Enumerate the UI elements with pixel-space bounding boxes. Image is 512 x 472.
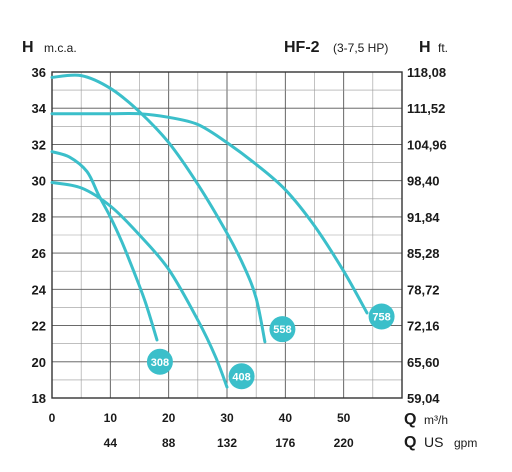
x-tick-label: 20: [162, 411, 176, 425]
y-tick-label: 24: [32, 282, 47, 297]
badge-label: 408: [232, 371, 250, 383]
x2-tick-label: 88: [162, 436, 176, 450]
q2-axis-symbol: Q: [404, 434, 416, 451]
badge-label: 758: [372, 312, 390, 324]
badge-circle: [228, 363, 255, 390]
badge-758: 758: [368, 303, 395, 330]
x-tick-label: 50: [337, 411, 351, 425]
series-lines: [50, 73, 369, 389]
y2-tick-label: 85,28: [407, 246, 440, 261]
right-axis-unit: ft.: [438, 41, 448, 55]
y-tick-label: 26: [32, 246, 46, 261]
y2-tick-labels: 59,04 65,60 72,16 78,72 85,28 91,84 98,40 104,9…: [407, 65, 447, 406]
badge-circle: [368, 303, 395, 330]
model-title: HF-2: [284, 39, 320, 56]
x-tick-labels: 0 10 20 30 40 50: [49, 411, 351, 425]
y2-tick-label: 65,60: [407, 355, 440, 370]
y2-tick-label: 98,40: [407, 174, 440, 189]
y-tick-label: 32: [32, 137, 46, 152]
x-tick-label: 30: [220, 411, 234, 425]
x-tick-label: 10: [104, 411, 118, 425]
right-axis-symbol: H: [419, 39, 431, 56]
q-axis-symbol: Q: [404, 411, 416, 428]
y2-tick-label: 111,52: [407, 101, 445, 116]
y2-tick-label: 59,04: [407, 391, 440, 406]
q2-axis-unit-gpm: gpm: [454, 436, 477, 450]
series-line-758: [50, 111, 369, 315]
y-tick-label: 18: [32, 391, 46, 406]
left-axis-symbol: H: [22, 39, 34, 56]
x2-tick-label: 132: [217, 436, 237, 450]
series-line-558: [50, 73, 267, 344]
badge-408: 408: [228, 363, 255, 390]
series-line-308: [50, 150, 159, 342]
y2-tick-label: 72,16: [407, 319, 440, 334]
series-badges: 308 408 558 758: [146, 303, 395, 390]
badge-circle: [146, 348, 173, 375]
x-tick-label: 40: [279, 411, 293, 425]
y-tick-label: 20: [32, 355, 46, 370]
y-tick-label: 34: [32, 101, 47, 116]
q2-axis-unit-us: US: [424, 434, 443, 450]
badge-label: 558: [273, 324, 291, 336]
x2-tick-label: 220: [334, 436, 354, 450]
y-tick-labels: 18 20 22 24 26 28 30 32 34 36: [32, 65, 47, 406]
y2-tick-label: 78,72: [407, 282, 440, 297]
grid: [51, 71, 403, 399]
y-tick-label: 28: [32, 210, 46, 225]
model-range: (3-7,5 HP): [333, 41, 388, 55]
y-tick-label: 36: [32, 65, 46, 80]
y2-tick-label: 104,96: [407, 137, 447, 152]
x2-tick-label: 176: [275, 436, 295, 450]
x2-tick-labels: 44 88 132 176 220: [104, 436, 354, 450]
series-line-408: [50, 181, 229, 389]
y-tick-label: 22: [32, 319, 46, 334]
x2-tick-label: 44: [104, 436, 118, 450]
badge-558: 558: [269, 316, 296, 343]
q-axis-unit: m³/h: [424, 413, 448, 427]
badge-308: 308: [146, 348, 173, 375]
badge-label: 308: [151, 357, 169, 369]
x-tick-label: 0: [49, 411, 56, 425]
left-axis-unit: m.c.a.: [44, 41, 77, 55]
plot-frame: [51, 71, 403, 399]
y2-tick-label: 118,08: [407, 65, 446, 80]
y2-tick-label: 91,84: [407, 210, 440, 225]
y-tick-label: 30: [32, 174, 46, 189]
badge-circle: [269, 316, 296, 343]
